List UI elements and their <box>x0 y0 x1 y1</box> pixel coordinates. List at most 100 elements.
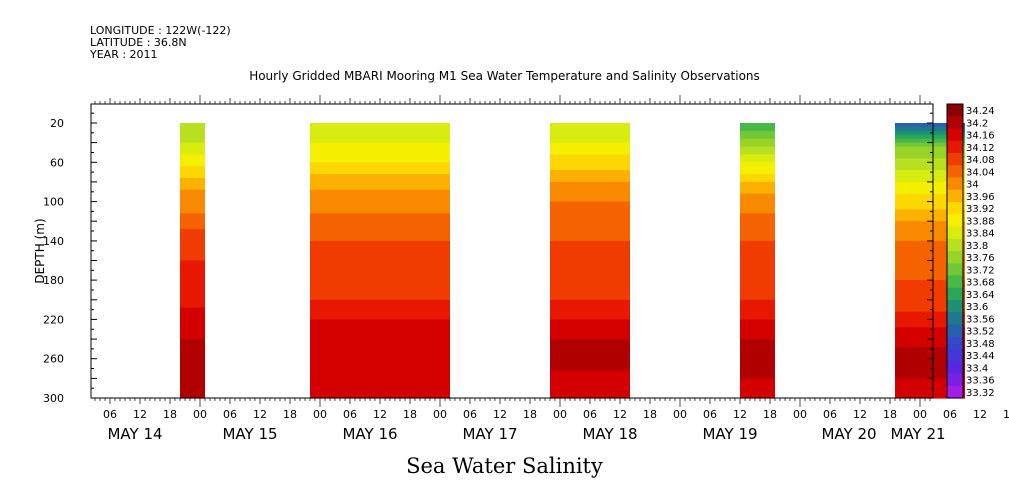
x-hour-label: 00 <box>433 408 447 421</box>
colorbar-label: 33.88 <box>966 216 995 227</box>
colorbar-swatch <box>947 202 963 215</box>
salinity-cell <box>180 319 205 324</box>
salinity-cell <box>895 343 965 348</box>
salinity-cell <box>740 142 775 148</box>
latitude-label: LATITUDE : 36.8N <box>90 36 187 49</box>
colorbar-label: 33.36 <box>966 376 995 387</box>
salinity-cell <box>310 339 450 344</box>
salinity-cell <box>310 209 450 214</box>
salinity-cell <box>895 142 965 148</box>
salinity-cell <box>740 276 775 281</box>
salinity-cell <box>310 193 450 199</box>
salinity-cell <box>310 123 450 128</box>
salinity-cell <box>740 319 775 324</box>
salinity-cell <box>740 307 775 313</box>
salinity-cell <box>180 358 205 364</box>
x-day-label: MAY 17 <box>462 425 517 443</box>
salinity-cell <box>895 256 965 262</box>
salinity-cell <box>895 213 965 218</box>
colorbar-label: 33.32 <box>966 388 995 399</box>
salinity-cell <box>740 233 775 238</box>
salinity-cell <box>740 130 775 136</box>
salinity-cell <box>740 256 775 262</box>
x-hour-label: 00 <box>913 408 927 421</box>
salinity-cell <box>895 284 965 289</box>
salinity-cell <box>310 280 450 285</box>
salinity-cell <box>310 362 450 368</box>
salinity-cell <box>310 284 450 289</box>
x-day-label: MAY 16 <box>342 425 397 443</box>
x-hour-label: 00 <box>673 408 687 421</box>
x-day-label: MAY 14 <box>107 425 162 443</box>
x-hour-label: 18 <box>283 408 297 421</box>
salinity-cell <box>740 394 775 399</box>
salinity-cell <box>550 280 630 285</box>
salinity-cell <box>310 217 450 222</box>
salinity-cell <box>550 170 630 175</box>
colorbar-swatch <box>947 324 963 338</box>
salinity-cell <box>740 370 775 375</box>
salinity-cell <box>550 174 630 179</box>
salinity-cell <box>895 394 965 399</box>
salinity-cell <box>895 303 965 309</box>
salinity-cell <box>740 123 775 128</box>
salinity-cell <box>180 339 205 344</box>
salinity-cell <box>740 229 775 234</box>
salinity-cell <box>310 138 450 144</box>
salinity-cell <box>895 382 965 387</box>
salinity-cell <box>740 323 775 328</box>
salinity-cell <box>310 394 450 399</box>
x-hour-label: 18 <box>643 408 657 421</box>
salinity-cell <box>550 248 630 254</box>
salinity-cell <box>895 272 965 277</box>
salinity-cell <box>180 331 205 336</box>
salinity-cell <box>740 378 775 383</box>
salinity-cell <box>740 236 775 242</box>
salinity-cell <box>180 162 205 167</box>
salinity-cell <box>740 221 775 226</box>
salinity-cell <box>180 217 205 222</box>
salinity-cell <box>310 350 450 356</box>
salinity-cell <box>895 291 965 297</box>
salinity-cell <box>310 248 450 254</box>
salinity-cell <box>550 240 630 246</box>
salinity-cell <box>550 370 630 375</box>
salinity-cell <box>310 303 450 309</box>
colorbar-swatch <box>947 104 963 117</box>
salinity-cell <box>310 358 450 364</box>
salinity-cell <box>310 311 450 317</box>
salinity-cell <box>180 233 205 238</box>
y-axis: 20 60 100 140 180 220 260 300 <box>43 112 933 405</box>
salinity-cell <box>550 350 630 356</box>
salinity-cell <box>895 126 965 132</box>
salinity-cell <box>180 272 205 277</box>
salinity-cell <box>550 295 630 301</box>
salinity-cell <box>895 335 965 340</box>
salinity-cell <box>550 346 630 352</box>
colorbar-label: 33.64 <box>966 290 995 301</box>
colorbar-label: 33.4 <box>966 363 988 374</box>
x-hour-label: 06 <box>223 408 237 421</box>
y-tick-label: 60 <box>50 156 64 169</box>
salinity-cell <box>550 284 630 289</box>
salinity-cell <box>550 142 630 148</box>
salinity-cell <box>740 362 775 368</box>
salinity-cell <box>180 354 205 360</box>
salinity-cell <box>740 358 775 364</box>
salinity-cell <box>740 162 775 167</box>
salinity-cell <box>180 174 205 179</box>
salinity-cell <box>550 236 630 242</box>
salinity-cell <box>310 346 450 352</box>
salinity-cell <box>310 154 450 159</box>
salinity-cell <box>740 213 775 218</box>
x-hour-label: 18 <box>883 408 897 421</box>
salinity-cell <box>180 311 205 317</box>
salinity-cell <box>550 307 630 313</box>
salinity-cell <box>310 288 450 293</box>
salinity-cell <box>895 295 965 301</box>
salinity-cell <box>550 374 630 379</box>
salinity-cell <box>180 138 205 144</box>
y-tick-label: 260 <box>43 353 64 366</box>
salinity-cell <box>310 221 450 226</box>
y-axis-label: DEPTH (m) <box>33 218 47 283</box>
